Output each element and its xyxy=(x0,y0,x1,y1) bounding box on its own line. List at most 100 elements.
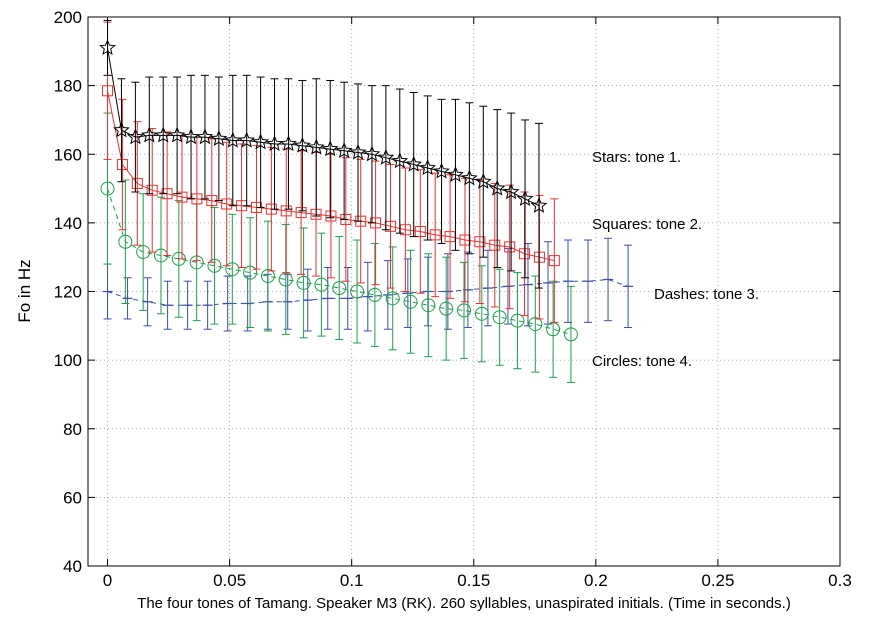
star-marker xyxy=(405,155,423,172)
star-marker xyxy=(224,131,242,148)
square-marker xyxy=(504,241,516,253)
circle-marker xyxy=(367,287,382,302)
star-marker xyxy=(349,143,367,160)
error-bar xyxy=(550,198,559,323)
error-bar xyxy=(495,268,504,366)
error-bar xyxy=(317,232,326,337)
error-bar xyxy=(477,265,486,363)
error-bar xyxy=(370,242,379,347)
error-bar xyxy=(246,217,255,329)
square-marker xyxy=(221,198,233,210)
star-marker xyxy=(196,128,214,145)
circle-marker xyxy=(118,234,133,249)
y-tick-label: 100 xyxy=(54,351,82,370)
x-tick-label: 0.3 xyxy=(828,571,852,590)
star-marker xyxy=(113,121,130,138)
annotation: Squares: tone 2. xyxy=(592,216,702,233)
x-axis-label: The four tones of Tamang. Speaker M3 (RK… xyxy=(137,595,791,612)
y-tick-label: 180 xyxy=(54,77,82,96)
circle-marker xyxy=(225,262,240,277)
error-bar xyxy=(566,285,575,383)
square-marker xyxy=(399,224,411,236)
annotation: Dashes: tone 3. xyxy=(654,286,759,303)
star-marker xyxy=(280,135,297,152)
circle-marker xyxy=(385,291,400,306)
star-marker xyxy=(210,130,228,146)
circle-marker xyxy=(243,265,258,280)
square-marker xyxy=(176,191,188,203)
y-tick-label: 60 xyxy=(63,488,82,507)
square-marker xyxy=(548,255,560,267)
star-marker xyxy=(321,140,339,157)
star-marker xyxy=(266,135,283,152)
x-tick-label: 0.1 xyxy=(340,571,364,590)
square-marker xyxy=(429,229,441,241)
error-bar xyxy=(442,256,451,361)
star-marker xyxy=(474,172,492,189)
star-marker xyxy=(460,169,478,186)
circle-marker xyxy=(439,301,454,316)
series-line xyxy=(107,47,540,207)
y-tick-label: 120 xyxy=(54,283,82,302)
square-marker xyxy=(280,205,292,217)
star-marker xyxy=(516,190,534,206)
circle-marker xyxy=(421,298,436,313)
y-axis-label: Fo in Hz xyxy=(15,259,34,322)
x-tick-label: 0 xyxy=(103,571,112,590)
error-bar xyxy=(103,19,112,76)
plot-frame xyxy=(87,16,841,567)
square-marker xyxy=(295,207,307,219)
x-tick-label: 0.15 xyxy=(457,571,490,590)
square-marker xyxy=(116,159,128,171)
error-bar xyxy=(513,272,522,370)
star-marker xyxy=(488,179,506,196)
star-marker xyxy=(447,165,464,182)
circle-marker xyxy=(207,258,222,273)
error-bar xyxy=(263,220,272,332)
circle-marker xyxy=(314,277,329,292)
star-marker xyxy=(140,126,158,143)
y-tick-label: 200 xyxy=(54,8,82,27)
circle-marker xyxy=(350,284,365,299)
circle-marker xyxy=(100,181,115,196)
star-marker xyxy=(335,142,353,158)
star-marker xyxy=(530,196,548,213)
square-marker xyxy=(146,184,158,196)
circle-marker xyxy=(332,281,347,296)
annotation: Stars: tone 1. xyxy=(592,149,681,166)
star-marker xyxy=(307,138,325,155)
circle-marker xyxy=(296,275,311,290)
square-marker xyxy=(474,236,486,248)
square-marker xyxy=(489,239,501,251)
star-marker xyxy=(168,126,186,143)
circle-marker xyxy=(492,310,507,325)
x-tick-label: 0.05 xyxy=(213,571,246,590)
y-tick-label: 160 xyxy=(54,145,82,164)
error-bar xyxy=(424,253,433,358)
error-bar xyxy=(335,236,344,341)
circle-marker xyxy=(510,313,525,328)
star-marker xyxy=(419,159,437,176)
circle-marker xyxy=(457,303,471,318)
circle-marker xyxy=(528,317,543,332)
annotation: Circles: tone 4. xyxy=(592,353,692,370)
star-marker xyxy=(154,126,172,143)
square-marker xyxy=(459,234,471,246)
circle-marker xyxy=(563,327,578,342)
star-marker xyxy=(238,131,256,148)
error-bar xyxy=(353,239,362,344)
square-marker xyxy=(131,177,143,189)
star-marker xyxy=(433,162,450,179)
star-marker xyxy=(377,148,395,165)
square-marker xyxy=(414,225,426,237)
series-line xyxy=(107,90,555,262)
x-tick-label: 0.2 xyxy=(584,571,608,590)
error-bar xyxy=(549,280,558,378)
star-marker xyxy=(391,152,409,169)
y-tick-label: 80 xyxy=(63,420,82,439)
y-tick-label: 140 xyxy=(54,214,82,233)
star-marker xyxy=(293,136,311,153)
star-marker xyxy=(363,145,381,162)
circle-marker xyxy=(260,269,275,284)
